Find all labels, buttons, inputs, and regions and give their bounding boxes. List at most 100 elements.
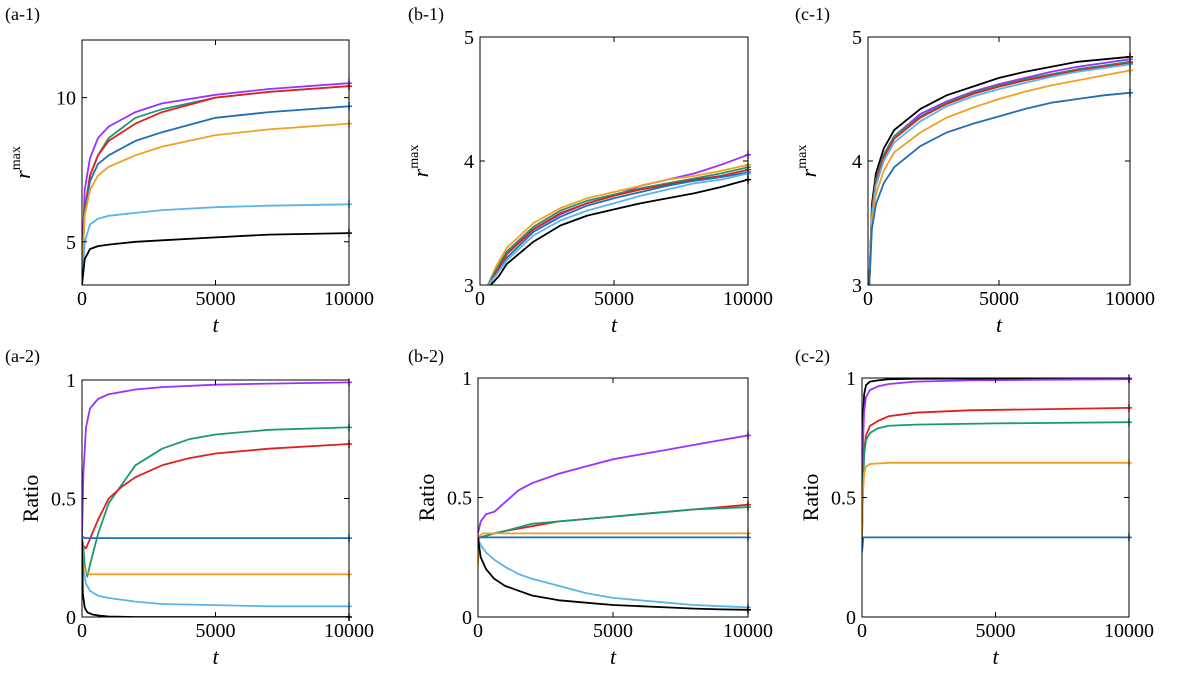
series-line-4 xyxy=(868,63,1130,285)
series-line-6 xyxy=(82,232,349,285)
series-line-3 xyxy=(82,535,349,539)
y-tick-label: 0.5 xyxy=(51,489,76,511)
series-line-4 xyxy=(82,538,349,576)
series-line-0 xyxy=(478,434,748,534)
x-tick-label: 10000 xyxy=(1105,288,1155,310)
y-axis-label-sup: max xyxy=(407,145,422,169)
x-tick-label: 5000 xyxy=(979,288,1019,310)
x-tick-label: 0 xyxy=(473,620,483,642)
series-line-0 xyxy=(868,55,1130,285)
series-line-1 xyxy=(487,163,748,285)
plot-frame xyxy=(867,36,1131,286)
x-tick-label: 0 xyxy=(475,288,485,310)
panel-label: (b-1) xyxy=(408,4,444,25)
series-line-4 xyxy=(478,536,748,539)
x-tick-label: 0 xyxy=(863,288,873,310)
x-tick-label: 0 xyxy=(857,620,867,642)
series-line-2 xyxy=(862,407,1129,539)
y-tick-label: 3 xyxy=(852,275,862,297)
series-line-1 xyxy=(862,378,1129,539)
y-tick-label: 10 xyxy=(56,88,76,110)
x-tick-label: 10000 xyxy=(723,288,773,310)
series-line-0 xyxy=(82,381,349,539)
y-tick-label: 3 xyxy=(464,275,474,297)
y-tick-label: 5 xyxy=(852,27,862,49)
series-line-2 xyxy=(868,60,1130,285)
x-axis-label: t xyxy=(992,644,999,669)
panel-a1: (a-1) 0 5000 10000 5 10 t rmax xyxy=(5,4,374,337)
y-axis-label: rmax xyxy=(407,145,433,178)
plot-frame xyxy=(477,377,749,618)
y-tick-label: 0.5 xyxy=(831,488,856,510)
y-axis-label: Ratio xyxy=(414,474,439,522)
series-line-5 xyxy=(487,172,748,285)
plot-frame xyxy=(81,39,350,286)
x-tick-label: 0 xyxy=(77,288,87,310)
x-axis-label: t xyxy=(611,312,618,337)
x-axis-label: t xyxy=(212,312,219,337)
series-line-3 xyxy=(868,62,1130,285)
y-axis-label-main: r xyxy=(10,170,35,179)
x-tick-label: 10000 xyxy=(324,288,374,310)
y-tick-label: 1 xyxy=(462,368,472,390)
y-tick-label: 5 xyxy=(464,27,474,49)
series-line-6 xyxy=(490,178,748,285)
y-axis-label-sup: max xyxy=(795,145,810,169)
series-line-4 xyxy=(862,461,1129,539)
y-axis-label: Ratio xyxy=(798,474,823,522)
x-axis-label: t xyxy=(212,644,219,669)
x-tick-label: 10000 xyxy=(1104,620,1154,642)
series-line-1 xyxy=(82,426,349,578)
series-line-0 xyxy=(862,378,1129,539)
y-tick-label: 0 xyxy=(462,607,472,629)
y-tick-label: 5 xyxy=(66,232,76,254)
series-line-2 xyxy=(82,443,349,550)
series-line-5 xyxy=(82,203,349,285)
series-line-4 xyxy=(82,122,349,271)
y-axis-label-sup: max xyxy=(9,146,24,170)
series-line-5 xyxy=(862,536,1129,553)
panel-label: (c-1) xyxy=(795,4,830,25)
panel-c1: (c-1) 0 5000 10000 3 4 5 t rmax xyxy=(795,4,1155,337)
y-tick-label: 4 xyxy=(852,151,862,173)
y-axis-label: rmax xyxy=(795,145,821,178)
series-line-6 xyxy=(478,537,748,611)
y-axis-label: Ratio xyxy=(18,475,43,523)
series-line-3 xyxy=(487,168,748,285)
panel-b2: (b-2) 0 5000 10000 0 0.5 1 t Ratio xyxy=(408,346,773,669)
panel-label: (a-1) xyxy=(5,4,40,25)
x-tick-label: 10000 xyxy=(723,620,773,642)
y-tick-label: 0 xyxy=(846,607,856,629)
x-tick-label: 10000 xyxy=(324,620,374,642)
plot-frame xyxy=(81,379,350,618)
panel-a2: (a-2) 0 5000 10000 0 0.5 1 t Ratio xyxy=(5,346,374,669)
x-tick-label: 5000 xyxy=(593,620,633,642)
y-tick-label: 4 xyxy=(464,151,474,173)
panel-label: (c-2) xyxy=(795,346,830,367)
x-tick-label: 0 xyxy=(77,620,87,642)
series-line-5 xyxy=(868,69,1130,285)
series-line-1 xyxy=(868,58,1130,285)
y-axis-label-main: r xyxy=(796,168,821,177)
x-tick-label: 5000 xyxy=(594,288,634,310)
series-line-3 xyxy=(862,421,1129,539)
series-line-5 xyxy=(478,537,748,609)
x-tick-label: 5000 xyxy=(196,620,236,642)
series-line-3 xyxy=(82,105,349,271)
y-tick-label: 1 xyxy=(846,368,856,390)
panel-label: (a-2) xyxy=(5,346,40,367)
series-line-4 xyxy=(487,171,748,285)
panel-b1: (b-1) 0 5000 10000 3 4 5 t rmax xyxy=(407,4,773,337)
y-axis-label-main: r xyxy=(408,168,433,177)
series-line-6 xyxy=(868,91,1130,285)
y-tick-label: 0.5 xyxy=(447,488,472,510)
series-line-2 xyxy=(487,166,748,285)
series-line-0 xyxy=(487,153,748,285)
y-tick-label: 0 xyxy=(66,607,76,629)
series-line-0 xyxy=(82,82,349,271)
x-axis-label: t xyxy=(996,312,1003,337)
panel-label: (b-2) xyxy=(408,346,444,367)
panel-c2: (c-2) 0 5000 10000 0 0.5 1 t Ratio xyxy=(795,346,1154,669)
series-line-5 xyxy=(82,538,349,608)
